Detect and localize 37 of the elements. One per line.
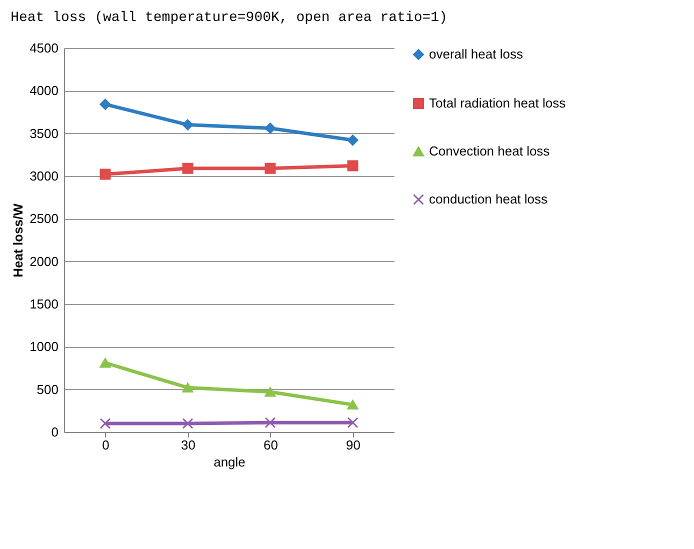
x-axis-title: angle bbox=[214, 454, 246, 470]
point bbox=[182, 162, 194, 174]
legend-label: Total radiation heat loss bbox=[429, 96, 566, 110]
legend-label: conduction heat loss bbox=[429, 192, 548, 206]
y-tick-label: 1000 bbox=[30, 339, 58, 354]
point bbox=[347, 400, 358, 410]
y-tick-label: 2000 bbox=[30, 254, 58, 269]
point bbox=[100, 98, 111, 110]
y-tick-label: 3500 bbox=[30, 126, 58, 141]
x-tick-label: 60 bbox=[264, 438, 278, 452]
y-tick-label: 500 bbox=[36, 382, 58, 397]
y-axis-title: Heat loss/W bbox=[10, 202, 26, 278]
y-tick-label: 4500 bbox=[30, 40, 58, 56]
y-tick-label: 3000 bbox=[30, 168, 58, 184]
legend-label: Convection heat loss bbox=[429, 144, 550, 158]
point bbox=[182, 382, 194, 392]
point bbox=[100, 168, 111, 180]
x-tick-label: 0 bbox=[102, 438, 110, 452]
point bbox=[100, 418, 111, 429]
y-tick-label: 0 bbox=[51, 424, 58, 440]
point bbox=[264, 162, 276, 174]
point bbox=[347, 417, 358, 428]
legend-label: overall heat loss bbox=[429, 46, 524, 62]
point bbox=[182, 418, 194, 429]
point bbox=[347, 134, 358, 146]
y-tick-label: 2500 bbox=[30, 211, 58, 226]
y-tick-label: 4000 bbox=[30, 83, 58, 98]
point bbox=[347, 160, 358, 172]
point bbox=[100, 358, 111, 368]
point bbox=[264, 387, 276, 397]
point bbox=[264, 417, 276, 428]
y-tick-label: 1500 bbox=[30, 296, 58, 312]
x-tick-label: 30 bbox=[181, 438, 196, 452]
chart-title: Heat loss (wall temperature=900K, open area ratio=1) bbox=[10, 10, 448, 26]
x-tick-label: 90 bbox=[346, 438, 360, 452]
point bbox=[264, 122, 276, 134]
point bbox=[182, 119, 194, 130]
